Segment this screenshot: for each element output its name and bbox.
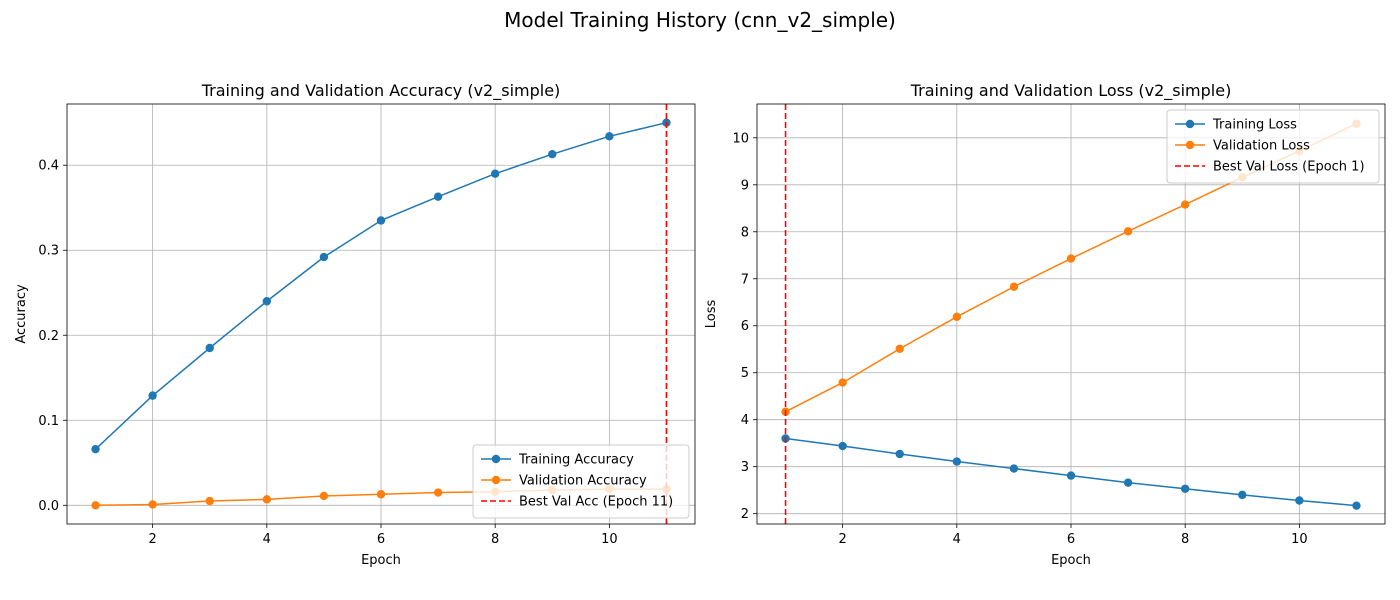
y-tick-label: 10 <box>732 131 749 146</box>
y-tick-label: 0.1 <box>38 414 59 429</box>
y-axis-title: Loss <box>704 300 719 329</box>
data-point <box>1009 282 1019 291</box>
legend-swatch-marker <box>1185 119 1195 129</box>
data-point <box>319 252 329 262</box>
legend-box <box>472 444 690 519</box>
data-point <box>548 149 557 159</box>
data-point <box>1123 478 1133 487</box>
x-axis-title: Epoch <box>1051 553 1091 568</box>
chart-panel-2: 2 4 6 8 10 2 3 4 5 6 7 8 9 10 Training and Validation … <box>704 81 1386 568</box>
data-point <box>148 500 157 509</box>
y-tick-label: 2 <box>741 507 749 522</box>
data-point <box>895 344 904 353</box>
data-point <box>376 216 386 225</box>
data-point <box>262 297 272 306</box>
y-tick-label: 0.0 <box>38 499 59 514</box>
data-point <box>1180 484 1190 493</box>
data-point <box>148 391 157 400</box>
x-axis-title: Epoch <box>361 553 401 568</box>
data-point <box>1009 464 1019 473</box>
data-point <box>433 488 443 497</box>
x-tick-label: 6 <box>1067 532 1075 547</box>
legend-label: Best Val Loss (Epoch 1) <box>1213 160 1365 175</box>
legend-swatch-marker <box>491 475 501 485</box>
y-tick-label: 6 <box>741 319 749 334</box>
y-tick-label: 0.4 <box>38 159 59 174</box>
data-point <box>952 312 962 322</box>
data-point <box>1295 496 1304 505</box>
figure-suptitle: Model Training History (cnn_v2_simple) <box>504 8 896 32</box>
x-tick-label: 2 <box>148 532 156 547</box>
data-point <box>433 192 443 201</box>
legend-label: Best Val Acc (Epoch 11) <box>519 495 673 510</box>
y-tick-label: 5 <box>741 366 749 381</box>
data-point <box>91 501 100 510</box>
x-tick-label: 8 <box>1181 532 1189 547</box>
legend-label: Training Loss <box>1212 118 1297 133</box>
data-point <box>1352 501 1361 510</box>
data-point <box>205 496 214 506</box>
x-tick-label: 6 <box>377 532 385 547</box>
x-tick-label: 10 <box>1291 532 1308 547</box>
x-tick-label: 2 <box>838 532 846 547</box>
legend-box <box>1166 109 1380 184</box>
x-tick-label: 4 <box>263 532 271 547</box>
legend-swatch-marker <box>491 454 501 464</box>
legend-label: Training Accuracy <box>518 453 634 468</box>
x-tick-label: 4 <box>953 532 961 547</box>
data-point <box>376 490 386 499</box>
data-point <box>1123 227 1133 236</box>
data-point <box>91 444 100 454</box>
y-tick-label: 0.2 <box>38 329 59 344</box>
y-tick-label: 4 <box>741 413 749 428</box>
data-point <box>1066 471 1076 480</box>
x-tick-label: 8 <box>491 532 499 547</box>
data-point <box>1066 254 1076 263</box>
data-point <box>319 491 329 501</box>
legend: Training Accuracy Validation Accuracy Best… <box>472 444 690 519</box>
chart-title: Training and Validation Loss (v2_simple) <box>910 81 1232 101</box>
y-tick-label: 9 <box>741 178 749 193</box>
data-point <box>895 449 904 459</box>
data-point <box>605 132 614 141</box>
data-point <box>838 441 847 451</box>
y-tick-label: 8 <box>741 225 749 240</box>
data-point <box>838 378 847 387</box>
chart-panel-1: 2 4 6 8 10 0.0 0.1 0.2 0.3 0.4 Training and Valida… <box>14 81 696 568</box>
x-tick-label: 10 <box>601 532 618 547</box>
legend-label: Validation Accuracy <box>519 474 647 489</box>
data-point <box>490 169 500 178</box>
data-point <box>262 495 272 504</box>
legend-swatch-marker <box>1185 140 1195 150</box>
data-point <box>952 457 962 466</box>
y-tick-label: 0.3 <box>38 244 59 259</box>
y-tick-label: 3 <box>741 460 749 475</box>
data-point <box>1180 200 1190 209</box>
y-tick-label: 7 <box>741 272 749 287</box>
legend-label: Validation Loss <box>1213 139 1310 154</box>
y-axis-title: Accuracy <box>14 284 29 344</box>
legend: Training Loss Validation Loss Best Val Los… <box>1166 109 1380 184</box>
chart-title: Training and Validation Accuracy (v2_sim… <box>201 81 561 101</box>
data-point <box>1238 490 1247 500</box>
data-point <box>205 343 214 353</box>
